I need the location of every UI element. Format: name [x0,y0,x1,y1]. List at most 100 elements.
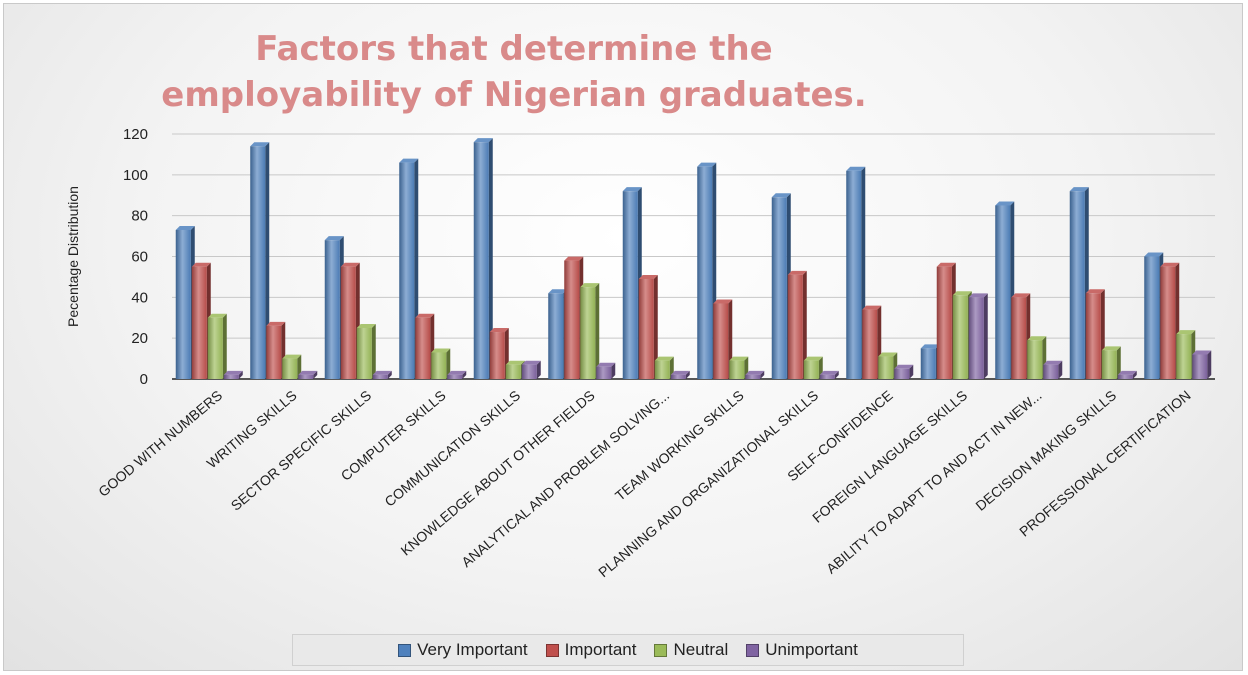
bar [745,374,761,379]
bar-top [920,344,940,349]
bar [787,274,803,379]
bar [878,356,894,379]
bar [968,297,984,379]
bar-top [745,370,765,375]
bar-top [1117,370,1137,375]
bar-top [846,166,866,171]
legend-label: Neutral [673,640,729,659]
legend-item: Neutral [654,640,728,660]
bar-top [1011,293,1031,298]
bar [894,368,910,379]
bar-top [787,270,807,275]
bar-top [175,225,195,230]
bar-side [488,138,493,379]
bar [803,360,819,379]
bar [298,374,314,379]
bar [1117,374,1133,379]
bar [415,317,431,379]
bar-top [298,370,318,375]
x-tick-label: COMMUNICATION SKILLS [381,387,523,510]
y-axis-title: Pecentage Distribution [65,186,81,327]
bar-top [324,236,344,241]
bar-top [282,354,302,359]
bar-top [489,328,509,333]
bar [638,278,654,379]
bar-top [1176,330,1196,335]
bar-side [760,370,765,379]
bar [952,295,968,379]
legend-item: Important [545,640,636,660]
bar [372,374,388,379]
bar-top [207,313,227,318]
bar-side [371,323,376,379]
bar-top [1069,187,1089,192]
bar [995,205,1011,379]
bar [1069,191,1085,379]
legend: Very Important Important Neutral Unimportan… [292,634,964,666]
bar-top [223,370,243,375]
bar-top [473,138,493,143]
y-tick-label: 40 [131,289,148,306]
legend-label: Very Important [417,640,528,659]
bar [771,197,787,379]
bar-side [802,270,807,379]
legend-swatch [545,643,559,657]
bar-top [191,262,211,267]
bar-side [611,362,616,379]
bar-side [265,142,270,379]
bar-top [995,201,1015,206]
bar [1085,293,1101,379]
bar-side [536,360,541,379]
bar-top [399,158,419,163]
bar [356,327,372,379]
y-tick-label: 60 [131,249,148,266]
legend-item: Very Important [398,640,528,660]
bar [473,142,489,379]
bar-side [1207,350,1212,379]
bar-top [1160,262,1180,267]
legend-swatch [654,643,668,657]
bar-top [415,313,435,318]
bar [1160,266,1176,379]
bar [564,260,580,379]
bar-top [638,274,658,279]
bar-side [462,370,467,379]
bar-top [803,356,823,361]
bar-side [834,370,839,379]
bar-side [1132,370,1137,379]
bar-top [340,262,360,267]
bar-side [446,348,451,379]
y-tick-label: 100 [123,167,148,184]
bar-top [1101,346,1121,351]
bar-side [983,293,988,379]
bar [548,293,564,379]
bar [191,266,207,379]
legend-label: Unimportant [765,640,858,659]
bar-top [968,293,988,298]
bar-top [1192,350,1212,355]
bar-side [595,283,600,379]
bar [223,374,239,379]
bar-top [697,162,717,167]
bar [340,266,356,379]
bar [670,374,686,379]
bar [729,360,745,379]
bar-top [356,323,376,328]
bar [489,332,505,379]
y-tick-label: 0 [140,371,148,388]
bar [1176,334,1192,379]
bar [697,166,713,379]
bar [580,287,596,379]
bar-top [1085,289,1105,294]
bar [1101,350,1117,379]
bar [1144,256,1160,379]
bar [175,229,191,379]
bar-side [297,354,302,379]
bar [207,317,223,379]
bar [713,303,729,379]
bar-top [670,370,690,375]
bar [431,352,447,379]
bar-top [894,364,914,369]
bar [819,374,835,379]
